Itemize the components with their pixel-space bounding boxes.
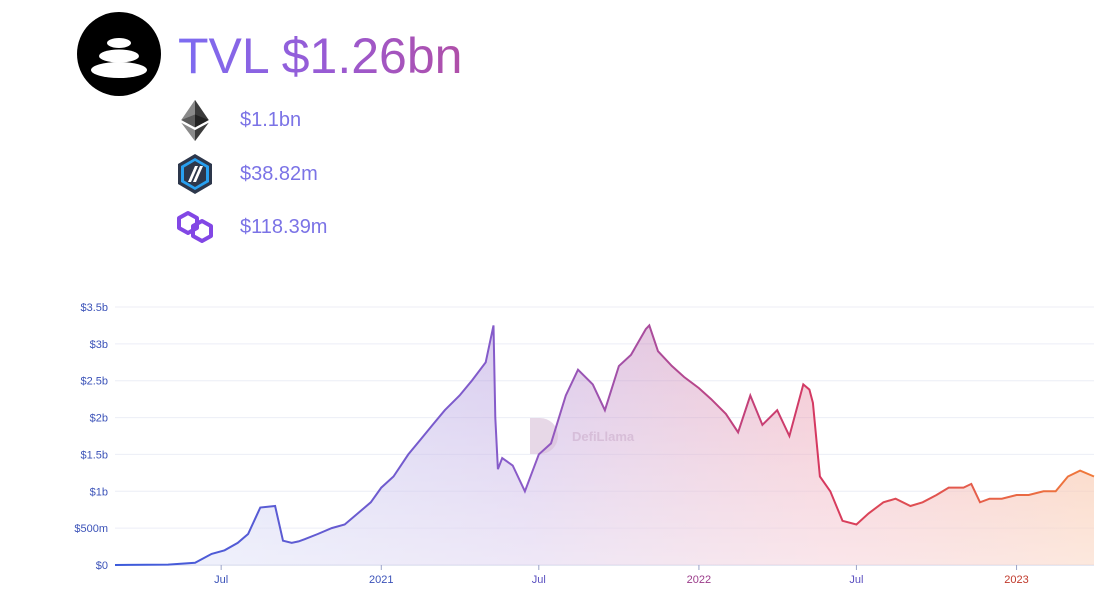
watermark: DefiLlama xyxy=(530,418,635,454)
x-tick-label: 2021 xyxy=(369,574,393,586)
y-tick-label: $1b xyxy=(90,486,108,498)
x-axis-ticks: Jul 2021 Jul 2022 Jul 2023 xyxy=(214,565,1029,586)
arbitrum-icon xyxy=(178,154,212,194)
watermark-text: DefiLlama xyxy=(572,429,635,444)
y-tick-label: $0 xyxy=(96,560,108,572)
y-tick-label: $2b xyxy=(90,413,108,425)
x-tick-label: Jul xyxy=(532,574,546,586)
y-tick-label: $500m xyxy=(74,523,108,535)
balancer-logo-icon xyxy=(77,12,161,96)
y-tick-label: $3b xyxy=(90,339,108,351)
polygon-icon xyxy=(177,211,213,243)
polygon-tvl: $118.39m xyxy=(240,216,328,238)
defillama-logo-icon xyxy=(530,418,558,454)
tvl-title: TVL $1.26bn xyxy=(178,28,463,84)
chain-row-ethereum: $1.1bn xyxy=(175,98,475,142)
arbitrum-tvl: $38.82m xyxy=(240,163,318,185)
ethereum-tvl: $1.1bn xyxy=(240,109,302,131)
x-tick-label: Jul xyxy=(849,574,863,586)
y-tick-label: $2.5b xyxy=(80,376,108,388)
x-tick-label: 2022 xyxy=(687,574,711,586)
tvl-line xyxy=(114,323,1095,566)
ethereum-icon xyxy=(181,99,209,142)
y-axis-ticks: $0 $500m $1b $1.5b $2b $2.5b $3b $3.5b xyxy=(74,302,108,572)
y-tick-label: $1.5b xyxy=(80,449,108,461)
tvl-area-fade xyxy=(115,325,1094,565)
x-tick-label: Jul xyxy=(214,574,228,586)
x-tick-label: 2023 xyxy=(1004,574,1028,586)
chain-row-arbitrum: $38.82m xyxy=(175,152,475,196)
y-tick-label: $3.5b xyxy=(80,302,108,314)
chain-row-polygon: $118.39m xyxy=(175,205,475,249)
